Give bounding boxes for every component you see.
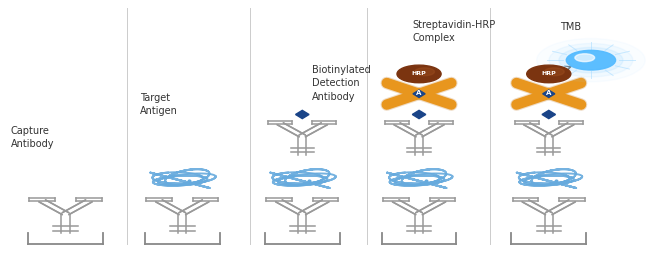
Text: A: A [417, 90, 422, 96]
Text: HRP: HRP [411, 72, 426, 76]
Text: Streptavidin-HRP
Complex: Streptavidin-HRP Complex [413, 20, 496, 43]
Text: Biotinylated
Detection
Antibody: Biotinylated Detection Antibody [312, 65, 370, 102]
Polygon shape [413, 90, 425, 98]
Polygon shape [62, 200, 92, 214]
Text: A: A [546, 90, 551, 96]
Text: HRP: HRP [541, 72, 556, 76]
Text: TMB: TMB [560, 22, 582, 31]
Polygon shape [277, 123, 305, 137]
Circle shape [397, 65, 441, 83]
Text: Target
Antigen: Target Antigen [140, 93, 178, 116]
Polygon shape [299, 200, 329, 214]
Circle shape [549, 43, 633, 77]
Circle shape [566, 50, 616, 70]
Polygon shape [39, 200, 69, 214]
Text: Capture
Antibody: Capture Antibody [10, 126, 54, 149]
Polygon shape [543, 90, 555, 98]
Polygon shape [394, 123, 422, 137]
Polygon shape [296, 110, 309, 119]
Circle shape [575, 54, 595, 62]
Polygon shape [542, 110, 556, 119]
Polygon shape [522, 200, 552, 214]
Polygon shape [276, 200, 305, 214]
Circle shape [415, 68, 434, 76]
Polygon shape [545, 123, 574, 137]
Circle shape [544, 68, 564, 76]
Polygon shape [416, 200, 446, 214]
Polygon shape [545, 200, 575, 214]
Polygon shape [179, 200, 209, 214]
Polygon shape [412, 110, 426, 119]
Polygon shape [416, 123, 444, 137]
Circle shape [526, 65, 571, 83]
Circle shape [537, 38, 645, 82]
Polygon shape [393, 200, 422, 214]
Polygon shape [524, 123, 552, 137]
Polygon shape [155, 200, 186, 214]
Polygon shape [299, 123, 328, 137]
Circle shape [559, 47, 623, 73]
